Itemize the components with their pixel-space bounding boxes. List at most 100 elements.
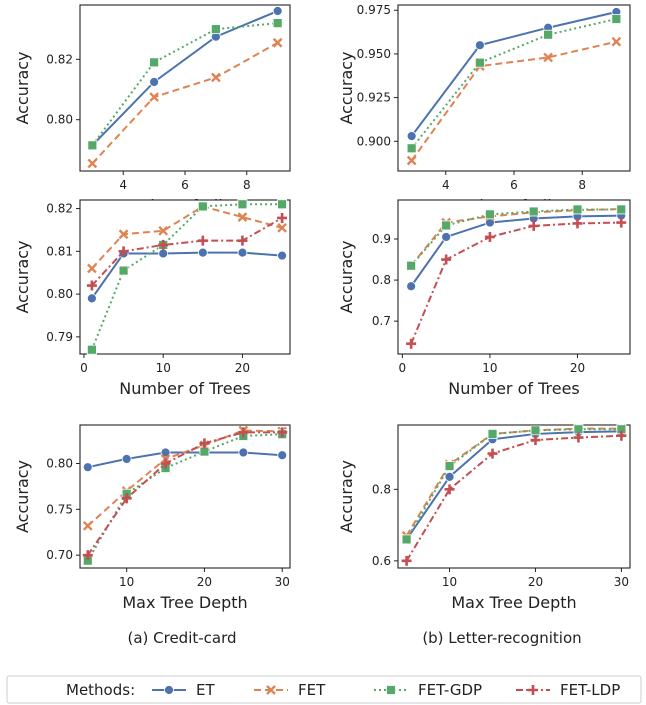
series-line-fet-ldp — [86, 431, 283, 556]
data-point-fet-ldp — [441, 254, 452, 265]
series-line-fet-ldp — [410, 221, 622, 345]
x-tick-label: 10 — [442, 575, 457, 589]
data-point-et — [444, 471, 455, 482]
data-point-et — [238, 447, 249, 458]
y-tick-label: 0.6 — [372, 554, 391, 568]
series-line-fet — [91, 205, 283, 270]
data-point-fet-gdp — [86, 344, 97, 355]
x-tick-label: 4 — [119, 178, 127, 192]
data-point-fet-gdp — [277, 199, 287, 210]
series-fet-ldp — [82, 427, 288, 561]
series-line-et — [91, 10, 279, 147]
x-tick-label: 20 — [528, 575, 543, 589]
series-line-fet-ldp — [405, 434, 622, 562]
x-tick-label: 6 — [510, 178, 518, 192]
y-axis-label: Accuracy — [13, 240, 32, 313]
data-point-fet — [211, 72, 221, 83]
data-point-et — [272, 6, 283, 16]
y-tick-label: 0.81 — [46, 244, 73, 258]
plot-frame — [79, 424, 291, 569]
data-point-fet-gdp — [573, 424, 584, 435]
data-point-et — [277, 250, 287, 261]
data-point-et — [441, 232, 452, 242]
x-axis-label: Max Tree Depth — [451, 593, 576, 612]
x-axis-label: Number of Trees — [448, 379, 580, 398]
panel-3: 0 10 20 0.79 0.80 0.81 0.82 Number of Trees Accu… — [13, 199, 291, 398]
y-tick-label: 0.80 — [46, 457, 73, 471]
legend-label: FET-GDP — [418, 681, 482, 699]
x-tick-label: 30 — [275, 575, 290, 589]
series-line-fet-gdp — [405, 428, 622, 540]
data-point-et — [82, 462, 93, 473]
data-point-et — [237, 247, 248, 258]
series-line-fet-gdp — [91, 22, 278, 146]
data-point-fet-ldp — [277, 212, 288, 223]
y-tick-label: 0.950 — [357, 47, 391, 61]
data-point-et — [406, 131, 417, 141]
data-point-fet-gdp — [474, 57, 485, 68]
legend-box — [6, 675, 642, 704]
series-line-fet-gdp — [410, 208, 622, 267]
series-line-fet-gdp — [90, 203, 283, 351]
data-point-fet-gdp — [197, 201, 208, 212]
x-axis-label: Max Tree Depth — [122, 593, 247, 612]
data-point-fet-ldp — [444, 484, 455, 495]
data-point-fet — [158, 225, 169, 236]
y-tick-label: 0.75 — [46, 502, 73, 516]
y-axis-label: Accuracy — [337, 240, 356, 313]
data-point-fet-ldp — [572, 218, 583, 229]
legend-item-fet-gdp: FET-GDP — [374, 681, 482, 699]
caption-letter-recognition: (b) Letter-recognition — [422, 629, 581, 647]
legend-marker — [266, 685, 276, 695]
data-point-et — [474, 40, 485, 51]
y-tick-label: 0.82 — [46, 202, 73, 216]
data-point-fet-ldp — [118, 246, 129, 257]
legend-marker — [164, 685, 174, 695]
legend-item-fet: FET — [254, 681, 326, 699]
data-point-fet-gdp — [485, 209, 495, 220]
data-point-fet — [87, 158, 98, 169]
data-point-fet-ldp — [484, 231, 495, 242]
y-tick-label: 0.9 — [372, 232, 391, 246]
series-line-fet — [91, 41, 279, 165]
y-tick-label: 0.82 — [46, 52, 73, 66]
x-tick-label: 0 — [80, 361, 88, 375]
y-axis-label: Accuracy — [337, 51, 356, 124]
data-point-fet-gdp — [572, 204, 583, 215]
data-point-fet — [611, 36, 622, 47]
data-point-fet — [543, 52, 553, 63]
data-point-fet-gdp — [487, 429, 498, 439]
y-tick-label: 0.8 — [372, 482, 391, 496]
data-point-fet-ldp — [197, 235, 208, 246]
legend-item-et: ET — [152, 681, 215, 699]
data-point-et — [197, 247, 208, 258]
data-point-fet-gdp — [543, 29, 554, 40]
data-point-et — [277, 450, 288, 461]
legend: Methods: ET FET FET-GDP FET-LDP — [6, 675, 642, 704]
panel-6: 10 20 30 0.6 0.8 Max Tree Depth Accuracy — [337, 423, 631, 612]
data-point-fet-ldp — [401, 555, 412, 566]
data-point-et — [121, 454, 132, 464]
data-point-et — [86, 293, 97, 304]
data-point-fet-gdp — [199, 446, 210, 457]
y-tick-label: 0.70 — [46, 548, 73, 562]
y-tick-label: 0.79 — [46, 330, 73, 344]
data-point-fet-ldp — [121, 493, 132, 504]
y-axis-label: Accuracy — [13, 460, 32, 533]
x-tick-label: 0 — [399, 361, 407, 375]
x-tick-label: 20 — [570, 361, 585, 375]
series-line-fet — [87, 429, 283, 527]
data-point-fet-ldp — [573, 432, 584, 443]
series-line-fet-gdp — [410, 18, 617, 149]
legend-title: Methods: — [66, 681, 135, 699]
series-fet-ldp — [406, 217, 627, 349]
data-point-fet-ldp — [86, 280, 97, 291]
series-line-et — [410, 214, 622, 287]
panel-5: 10 20 30 0.70 0.75 0.80 Max Tree Depth Accuracy — [13, 424, 291, 612]
data-point-fet-gdp — [237, 199, 248, 210]
caption-credit-card: (a) Credit-card — [127, 629, 236, 647]
